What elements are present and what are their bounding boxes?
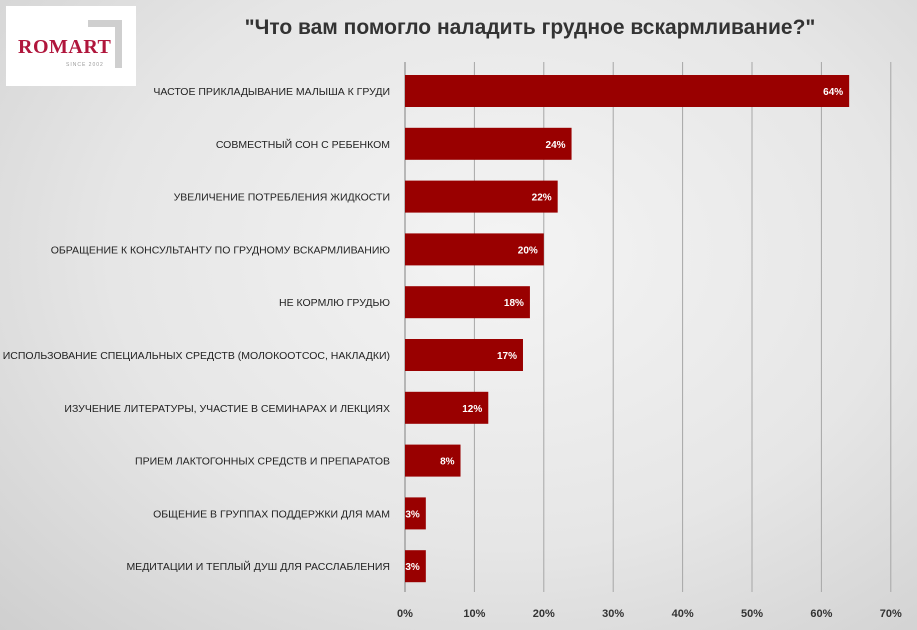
category-label: СОВМЕСТНЫЙ СОН С РЕБЕНКОМ [216, 138, 390, 151]
value-label: 17% [497, 351, 517, 362]
value-label: 8% [440, 457, 455, 468]
x-tick-label: 20% [533, 608, 555, 620]
category-label: ОБРАЩЕНИЕ К КОНСУЛЬТАНТУ ПО ГРУДНОМУ ВСК… [51, 244, 391, 256]
bar [405, 550, 426, 583]
bar [405, 339, 523, 371]
logo-frame-mark [88, 20, 122, 68]
bar [405, 391, 489, 424]
category-label: ПРИЕМ ЛАКТОГОННЫХ СРЕДСТВ И ПРЕПАРАТОВ [135, 456, 390, 468]
logo-brand-text: ROMART [18, 36, 112, 58]
x-tick-label: 40% [672, 608, 694, 620]
category-label: УВЕЛИЧЕНИЕ ПОТРЕБЛЕНИЯ ЖИДКОСТИ [174, 192, 390, 204]
value-label: 24% [546, 140, 566, 151]
category-label: ЧАСТОЕ ПРИКЛАДЫВАНИЕ МАЛЫША К ГРУДИ [153, 86, 390, 98]
value-label: 3% [405, 562, 420, 573]
romart-logo: ROMART SINCE 2002 [6, 6, 136, 86]
value-label: 22% [532, 193, 552, 204]
bar [405, 444, 461, 477]
x-tick-label: 70% [880, 608, 902, 620]
value-label: 3% [405, 509, 420, 520]
bar [405, 75, 850, 107]
category-label: ИЗУЧЕНИЕ ЛИТЕРАТУРЫ, УЧАСТИЕ В СЕМИНАРАХ… [64, 403, 390, 415]
x-tick-label: 60% [810, 608, 832, 620]
chart-title: "Что вам помогло наладить грудное вскарм… [244, 16, 816, 39]
bar [405, 127, 572, 160]
x-tick-label: 0% [397, 608, 413, 620]
value-label: 64% [823, 87, 843, 98]
bars [405, 75, 850, 583]
bar [405, 180, 558, 213]
value-label: 12% [462, 404, 482, 415]
bar [405, 286, 530, 319]
x-tick-label: 50% [741, 608, 763, 620]
category-label: МЕДИТАЦИИ И ТЕПЛЫЙ ДУШ ДЛЯ РАССЛАБЛЕНИЯ [126, 560, 390, 573]
category-label: НЕ КОРМЛЮ ГРУДЬЮ [279, 297, 390, 309]
bar [405, 233, 544, 266]
x-tick-label: 30% [602, 608, 624, 620]
x-axis-tick-labels: 0% 10% 20% 30% 40% 50% 60% 70% [397, 608, 902, 620]
value-label: 20% [518, 245, 538, 256]
bar [405, 497, 426, 530]
x-tick-label: 10% [463, 608, 485, 620]
value-label: 18% [504, 298, 524, 309]
category-labels: ЧАСТОЕ ПРИКЛАДЫВАНИЕ МАЛЫША К ГРУДИ СОВМЕ… [3, 86, 391, 573]
category-label: ОБЩЕНИЕ В ГРУППАХ ПОДДЕРЖКИ ДЛЯ МАМ [153, 508, 390, 520]
category-label: ИСПОЛЬЗОВАНИЕ СПЕЦИАЛЬНЫХ СРЕДСТВ (МОЛОК… [3, 350, 390, 362]
value-labels: 64% 24% 22% 20% 18% 17% 12% 8% 3% 3% [405, 87, 843, 573]
logo-since-text: SINCE 2002 [66, 62, 104, 68]
